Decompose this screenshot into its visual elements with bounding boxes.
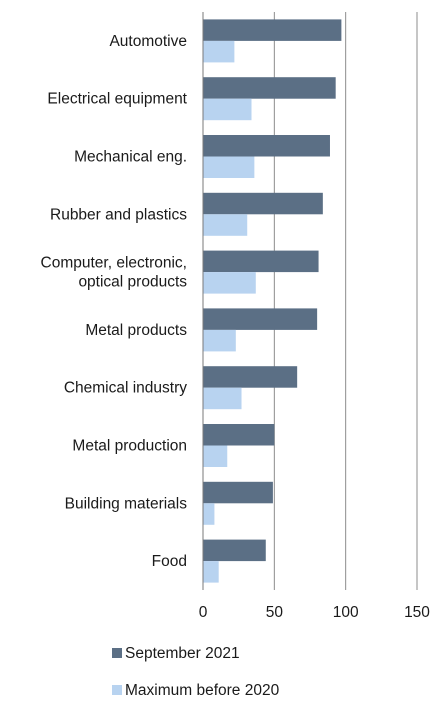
bar-september-2021 <box>203 192 323 215</box>
bar-september-2021 <box>203 539 266 562</box>
bars <box>203 19 342 583</box>
bar-maximum-before-2020 <box>203 387 242 410</box>
bar-september-2021 <box>203 481 273 504</box>
category-label: Automotive <box>109 33 187 50</box>
bar-september-2021 <box>203 77 336 99</box>
bar-september-2021 <box>203 19 342 41</box>
legend-swatch <box>112 685 122 695</box>
category-label: Electrical equipment <box>47 91 187 108</box>
bar-september-2021 <box>203 366 298 388</box>
bar-maximum-before-2020 <box>203 445 228 467</box>
legend-label: Maximum before 2020 <box>125 682 280 699</box>
x-tick-label: 150 <box>404 604 430 621</box>
legend-label: September 2021 <box>125 645 240 662</box>
bar-maximum-before-2020 <box>203 156 255 178</box>
bar-maximum-before-2020 <box>203 40 235 63</box>
legend-swatch <box>112 648 122 658</box>
category-label: Chemical industry <box>64 380 187 397</box>
legend: September 2021 Maximum before 2020 <box>112 645 280 699</box>
category-label: Building materials <box>65 495 188 512</box>
category-label: Metal products <box>85 322 187 339</box>
bar-maximum-before-2020 <box>203 98 252 121</box>
gridlines <box>273 12 418 590</box>
category-label: Food <box>152 553 187 570</box>
x-tick-label: 50 <box>266 604 284 621</box>
category-label: Metal production <box>72 438 187 455</box>
bar-maximum-before-2020 <box>203 503 215 525</box>
category-label: Computer, electronic, optical products <box>41 255 188 291</box>
x-tick-label: 0 <box>199 604 208 621</box>
category-label: Mechanical eng. <box>74 149 187 166</box>
bar-september-2021 <box>203 250 319 273</box>
bar-maximum-before-2020 <box>203 561 219 583</box>
bar-september-2021 <box>203 424 275 446</box>
category-label: Rubber and plastics <box>50 206 187 223</box>
bar-maximum-before-2020 <box>203 214 248 236</box>
bar-september-2021 <box>203 308 318 330</box>
category-labels: Automotive Electrical equipment Mechanical… <box>41 33 188 570</box>
bar-maximum-before-2020 <box>203 329 236 352</box>
x-tick-labels: 0 50 100 150 <box>199 604 431 621</box>
x-tick-label: 100 <box>333 604 359 621</box>
bar-september-2021 <box>203 135 330 157</box>
bar-maximum-before-2020 <box>203 272 256 294</box>
